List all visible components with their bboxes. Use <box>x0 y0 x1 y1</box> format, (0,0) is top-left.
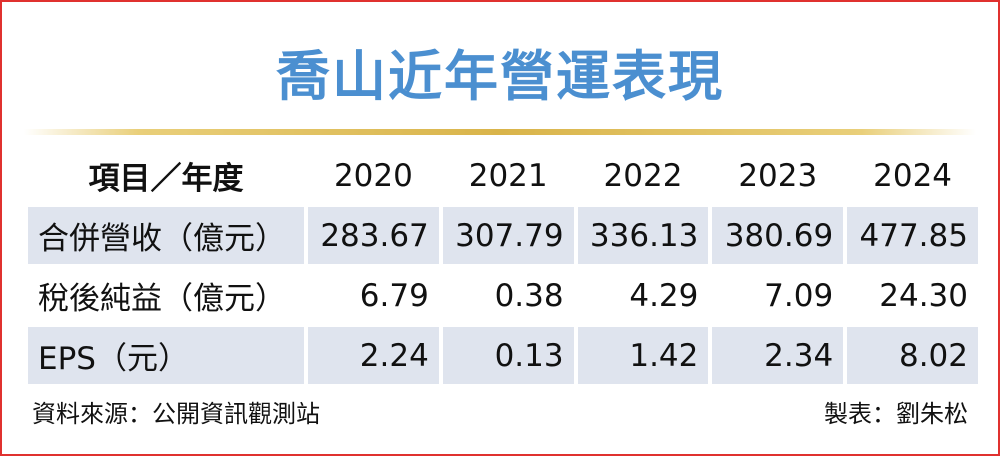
row-label: EPS（元） <box>28 324 306 384</box>
cell: 1.42 <box>573 324 711 384</box>
table-body: 項目／年度 2020 2021 2022 2023 2024 合併營收（億元） 283.67 3… <box>28 144 978 384</box>
source: 資料來源：公開資訊觀測站 <box>32 400 320 428</box>
cell: 8.02 <box>843 324 978 384</box>
header-cell: 2021 <box>438 144 576 206</box>
row-label: 合併營收（億元） <box>28 204 306 266</box>
cell: 0.38 <box>438 264 576 326</box>
header-cell: 2024 <box>843 144 978 206</box>
header-cell: 2022 <box>573 144 711 206</box>
cell: 2.24 <box>304 324 441 384</box>
cell: 2.34 <box>708 324 846 384</box>
credit: 製表：劉朱松 <box>824 400 968 428</box>
table: 項目／年度 2020 2021 2022 2023 2024 合併營收（億元） 283.67 3… <box>28 144 978 384</box>
cell: 477.85 <box>843 204 978 266</box>
header-row: 項目／年度 2020 2021 2022 2023 2024 <box>28 144 978 206</box>
cell: 336.13 <box>573 204 711 266</box>
title: 喬山近年營運表現 <box>276 45 724 108</box>
cell: 24.30 <box>843 264 978 326</box>
cell: 4.29 <box>573 264 711 326</box>
cell: 7.09 <box>708 264 846 326</box>
table-row: 稅後純益（億元） 6.79 0.38 4.29 7.09 24.30 <box>28 264 978 326</box>
cell: 0.13 <box>438 324 576 384</box>
header-cell: 2023 <box>708 144 846 206</box>
header-cell: 項目／年度 <box>28 144 306 206</box>
table-row: EPS（元） 2.24 0.13 1.42 2.34 8.02 <box>28 324 978 384</box>
row-label: 稅後純益（億元） <box>28 264 306 326</box>
cell: 307.79 <box>438 204 576 266</box>
table-row: 合併營收（億元） 283.67 307.79 336.13 380.69 477.85 <box>28 204 978 266</box>
cell: 380.69 <box>708 204 846 266</box>
cell: 283.67 <box>304 204 441 266</box>
divider <box>24 129 976 135</box>
header-cell: 2020 <box>304 144 441 206</box>
cell: 6.79 <box>304 264 441 326</box>
